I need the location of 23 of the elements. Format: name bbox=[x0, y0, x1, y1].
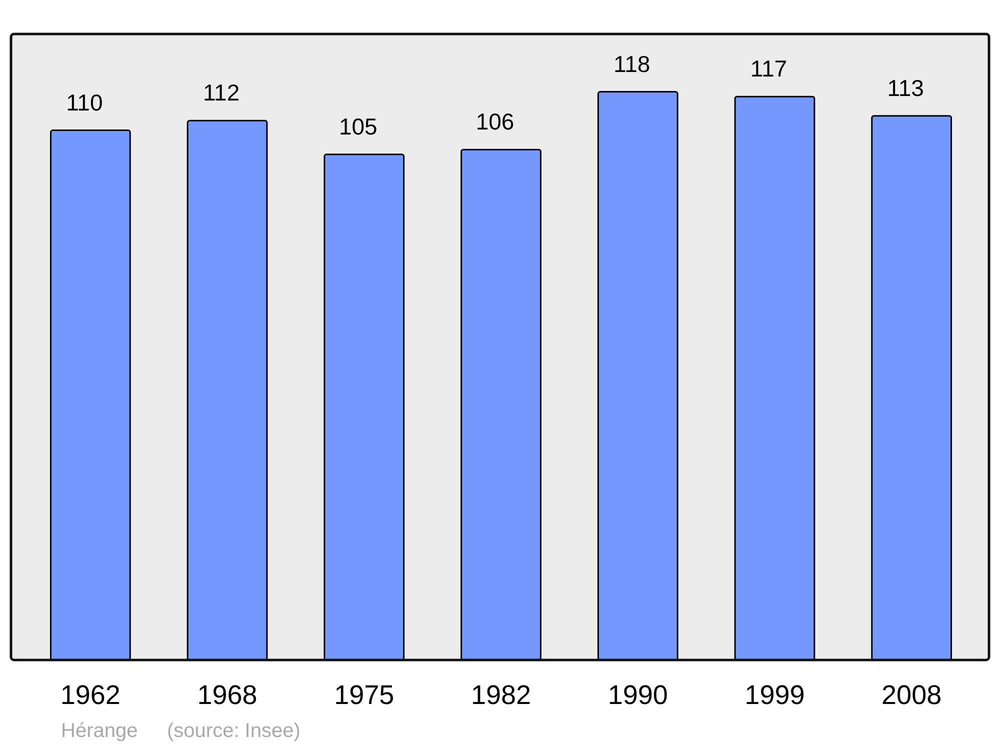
bar bbox=[871, 115, 952, 661]
bar bbox=[460, 148, 542, 661]
x-tick-label: 1962 bbox=[60, 680, 120, 710]
x-tick-label: 1999 bbox=[744, 680, 805, 710]
x-tick-label: 2008 bbox=[882, 680, 942, 710]
data-label: 118 bbox=[614, 50, 650, 77]
x-tick-label: 1990 bbox=[608, 680, 668, 710]
text: Hérange bbox=[61, 720, 138, 742]
data-label: 110 bbox=[66, 89, 103, 116]
text: (source: Insee) bbox=[167, 720, 300, 742]
bar bbox=[734, 96, 816, 661]
bar bbox=[186, 120, 268, 661]
data-label: 112 bbox=[202, 80, 240, 106]
data-label: 117 bbox=[750, 56, 788, 82]
data-label: 105 bbox=[338, 113, 378, 140]
x-tick-label: 1968 bbox=[197, 680, 258, 710]
x-tick-label: 1982 bbox=[470, 680, 532, 710]
x-tick-label: 1975 bbox=[334, 680, 394, 710]
bar bbox=[50, 130, 131, 661]
data-label: 106 bbox=[476, 108, 514, 135]
bar bbox=[597, 91, 678, 661]
bar bbox=[324, 154, 405, 661]
data-label: 113 bbox=[887, 74, 924, 101]
